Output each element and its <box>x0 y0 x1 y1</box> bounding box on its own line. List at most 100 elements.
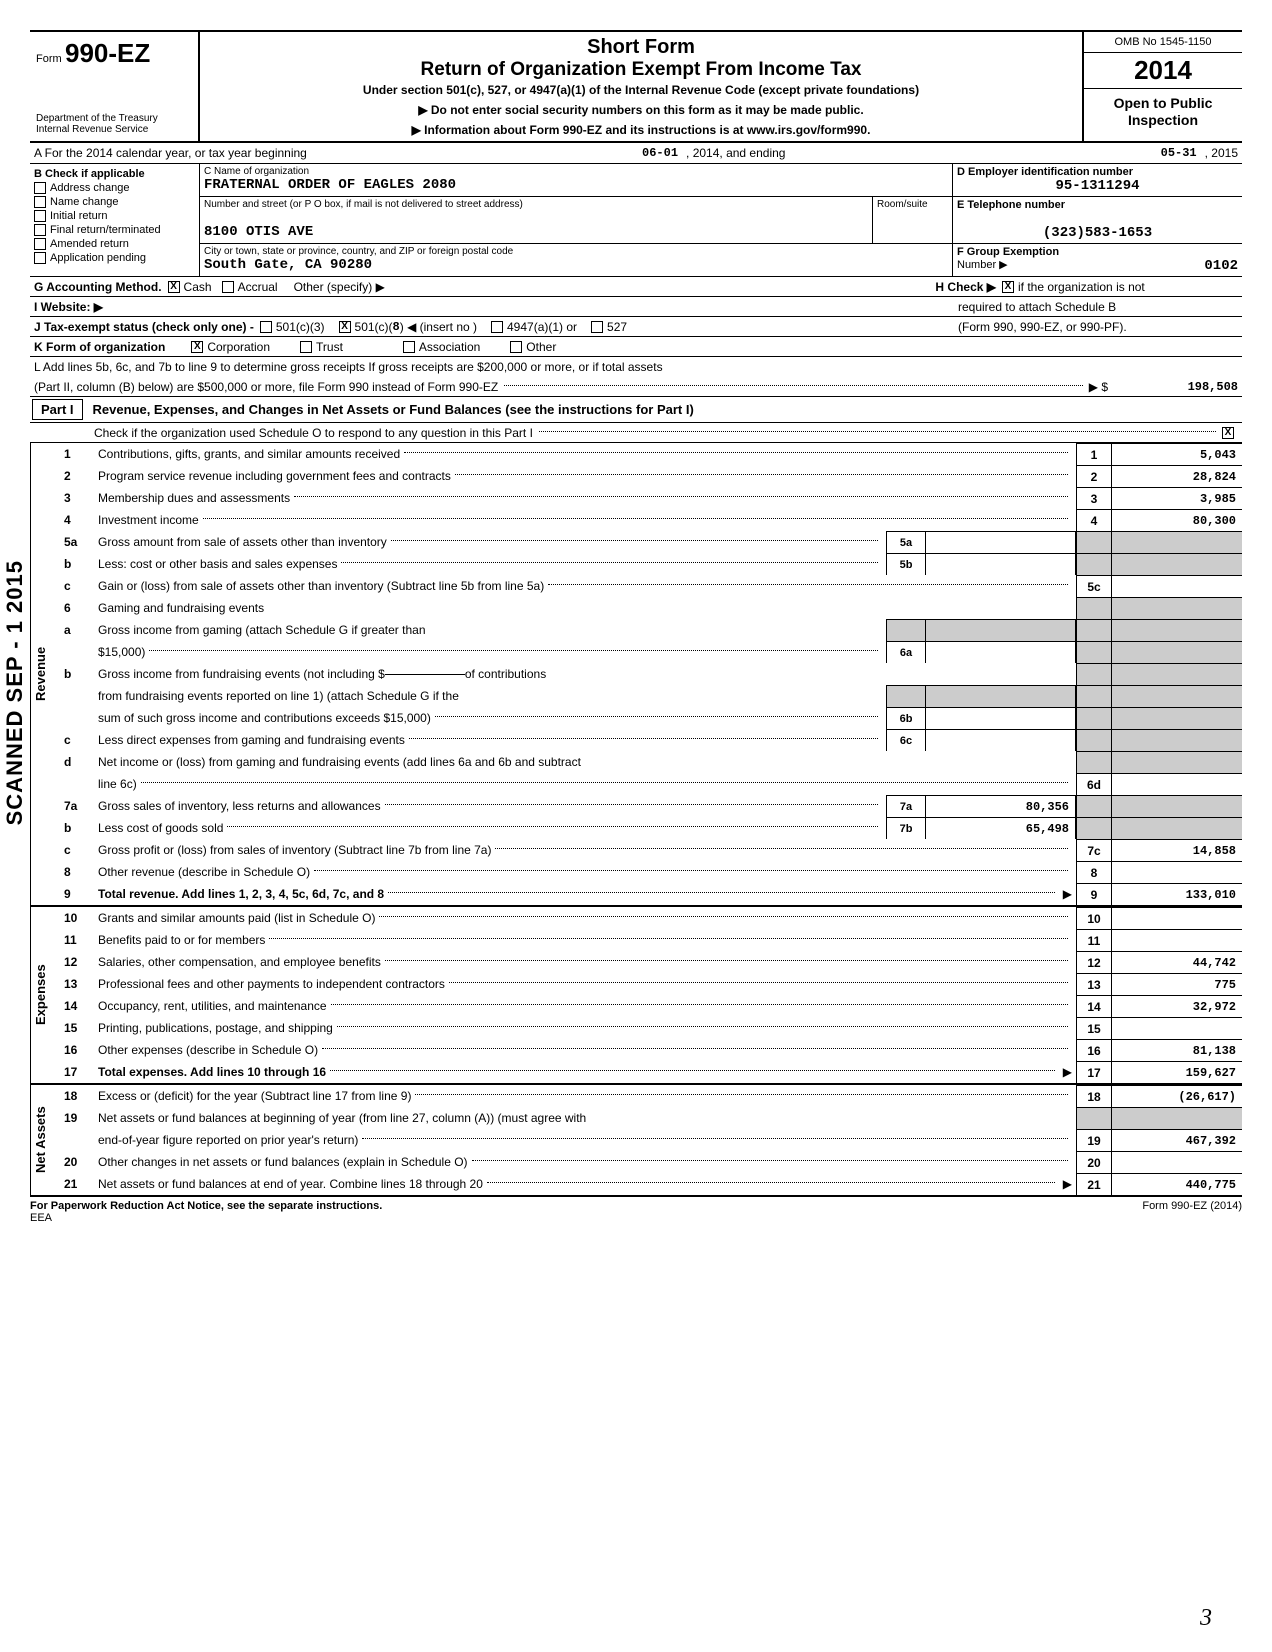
row-18: 18 Excess or (deficit) for the year (Sub… <box>58 1085 1242 1107</box>
num-18: 18 <box>58 1085 94 1107</box>
cb-corp[interactable]: X <box>191 341 203 353</box>
num-13: 13 <box>58 973 94 995</box>
row-7c: c Gross profit or (loss) from sales of i… <box>58 839 1242 861</box>
rn-9: 9 <box>1076 883 1112 905</box>
rv-8 <box>1112 861 1242 883</box>
row-20: 20 Other changes in net assets or fund b… <box>58 1151 1242 1173</box>
revenue-section: Revenue 1 Contributions, gifts, grants, … <box>30 443 1242 907</box>
rv-18: (26,617) <box>1112 1085 1242 1107</box>
desc-11: Benefits paid to or for members <box>98 933 265 947</box>
cb-amended-return[interactable] <box>34 238 46 250</box>
desc-7c: Gross profit or (loss) from sales of inv… <box>98 843 491 857</box>
rv-5c <box>1112 575 1242 597</box>
rv-19: 467,392 <box>1112 1129 1242 1151</box>
cb-4947a1[interactable] <box>491 321 503 333</box>
cb-cash[interactable]: X <box>168 281 180 293</box>
cb-address-change[interactable] <box>34 182 46 194</box>
mv-7b: 65,498 <box>926 817 1076 839</box>
rv-6-shaded <box>1112 597 1242 619</box>
row-3: 3 Membership dues and assessments 3 3,98… <box>58 487 1242 509</box>
rv-11 <box>1112 929 1242 951</box>
desc-17: Total expenses. Add lines 10 through 16 <box>98 1065 326 1079</box>
rn-8: 8 <box>1076 861 1112 883</box>
rv-21: 440,775 <box>1112 1173 1242 1195</box>
rn-6b2-shaded <box>1076 685 1112 707</box>
row-6a-1: a Gross income from gaming (attach Sched… <box>58 619 1242 641</box>
line-g-h: G Accounting Method. X Cash Accrual Othe… <box>30 277 1242 297</box>
501c-number: 8 <box>393 320 400 334</box>
rv-15 <box>1112 1017 1242 1039</box>
header-left: Form 990-EZ Department of the Treasury I… <box>30 32 200 141</box>
cb-501c[interactable]: X <box>339 321 351 333</box>
rv-2: 28,824 <box>1112 465 1242 487</box>
num-7a: 7a <box>58 795 94 817</box>
part1-header: Part I Revenue, Expenses, and Changes in… <box>30 397 1242 423</box>
rn-7b-shaded <box>1076 817 1112 839</box>
rn-6-shaded <box>1076 597 1112 619</box>
group-exemption: 0102 <box>1204 258 1238 274</box>
mv-6b <box>926 707 1076 729</box>
row-4: 4 Investment income 4 80,300 <box>58 509 1242 531</box>
num-10: 10 <box>58 907 94 929</box>
expenses-section: Expenses 10 Grants and similar amounts p… <box>30 907 1242 1085</box>
row-10: 10 Grants and similar amounts paid (list… <box>58 907 1242 929</box>
rn-13: 13 <box>1076 973 1112 995</box>
row-6d-2: line 6c) 6d <box>58 773 1242 795</box>
rn-6d1-shaded <box>1076 751 1112 773</box>
line-a-label: A For the 2014 calendar year, or tax yea… <box>34 146 307 160</box>
part1-check-line: Check if the organization used Schedule … <box>30 423 1242 443</box>
note-info: ▶ Information about Form 990-EZ and its … <box>208 123 1074 137</box>
cb-h[interactable]: X <box>1002 281 1014 293</box>
rn-6a-shaded <box>1076 619 1112 641</box>
cb-other-org[interactable] <box>510 341 522 353</box>
cb-final-return[interactable] <box>34 224 46 236</box>
cb-accrual[interactable] <box>222 281 234 293</box>
rv-4: 80,300 <box>1112 509 1242 531</box>
cb-name-change[interactable] <box>34 196 46 208</box>
desc-12: Salaries, other compensation, and employ… <box>98 955 381 969</box>
cb-schedule-o[interactable]: X <box>1222 427 1234 439</box>
footer-eea: EEA <box>30 1212 52 1224</box>
row-6d-1: d Net income or (loss) from gaming and f… <box>58 751 1242 773</box>
lbl-other-org: Other <box>526 340 556 354</box>
ein: 95-1311294 <box>957 178 1238 194</box>
f-label: F Group Exemption <box>957 246 1059 258</box>
h-label: H Check ▶ <box>935 280 996 294</box>
desc-5a: Gross amount from sale of assets other t… <box>98 535 387 549</box>
num-7b: b <box>58 817 94 839</box>
c-street-label: Number and street (or P O box, if mail i… <box>204 199 868 210</box>
cb-trust[interactable] <box>300 341 312 353</box>
lbl-4947a1: 4947(a)(1) or <box>507 320 577 334</box>
form-word: Form <box>36 53 62 65</box>
rn-7a-shaded <box>1076 795 1112 817</box>
cb-501c3[interactable] <box>260 321 272 333</box>
row-6b-2: from fundraising events reported on line… <box>58 685 1242 707</box>
cb-527[interactable] <box>591 321 603 333</box>
arrow-21: ▶ <box>1063 1173 1076 1195</box>
rn-2: 2 <box>1076 465 1112 487</box>
desc-14: Occupancy, rent, utilities, and maintena… <box>98 999 327 1013</box>
col-cde: C Name of organization FRATERNAL ORDER O… <box>200 164 1242 276</box>
cb-assoc[interactable] <box>403 341 415 353</box>
cb-initial-return[interactable] <box>34 210 46 222</box>
mv-5b <box>926 553 1076 575</box>
c-city-label: City or town, state or province, country… <box>204 246 948 257</box>
i-label: I Website: ▶ <box>34 300 103 314</box>
line-a-mid: , 2014, and ending <box>686 146 785 160</box>
cb-application-pending[interactable] <box>34 252 46 264</box>
l-text-1: L Add lines 5b, 6c, and 7b to line 9 to … <box>34 360 663 374</box>
desc-7b: Less cost of goods sold <box>98 821 223 835</box>
rn-6b1-shaded <box>1076 663 1112 685</box>
desc-6d-1: Net income or (loss) from gaming and fun… <box>98 755 581 769</box>
mv-6c <box>926 729 1076 751</box>
mn-6a: 6a <box>886 641 926 663</box>
rv-10 <box>1112 907 1242 929</box>
rn-16: 16 <box>1076 1039 1112 1061</box>
desc-21: Net assets or fund balances at end of ye… <box>98 1177 483 1191</box>
row-5c: c Gain or (loss) from sale of assets oth… <box>58 575 1242 597</box>
e-label: E Telephone number <box>957 199 1238 211</box>
rv-6d1-shaded <box>1112 751 1242 773</box>
rv-6a-shaded <box>1112 619 1242 641</box>
l-text-2: (Part II, column (B) below) are $500,000… <box>34 380 498 394</box>
page-number: 3 <box>1200 1605 1212 1632</box>
